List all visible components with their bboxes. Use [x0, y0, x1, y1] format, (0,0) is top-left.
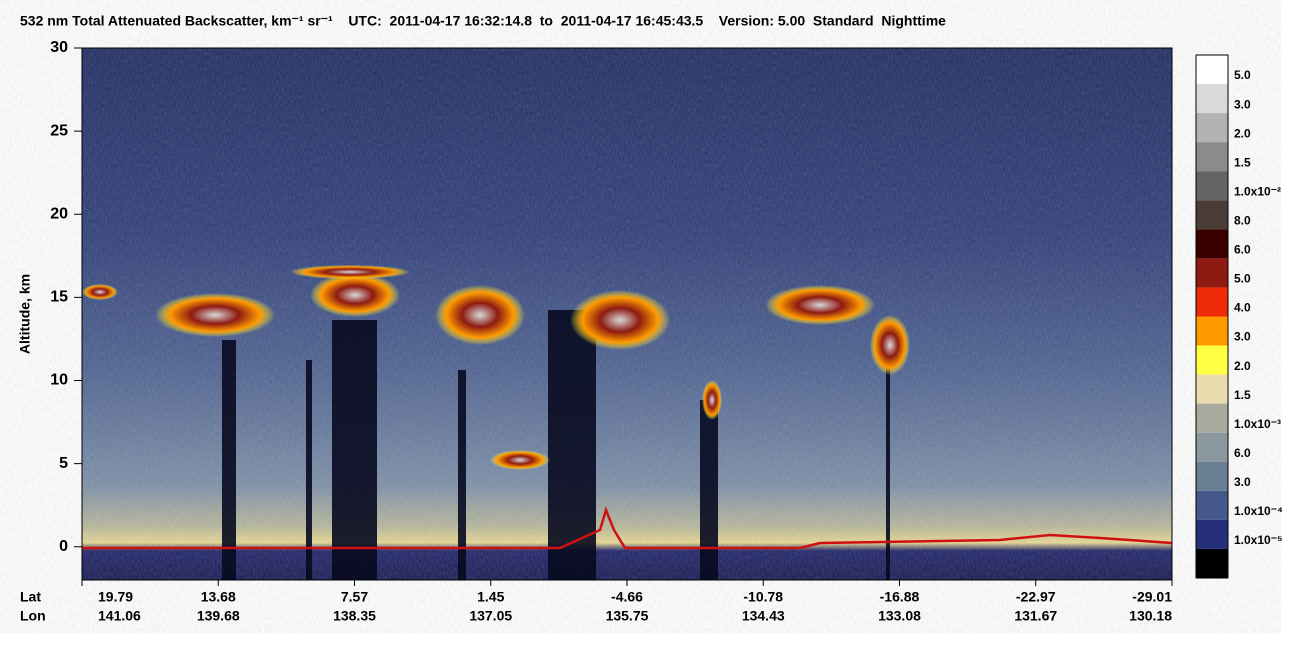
chart-title: 532 nm Total Attenuated Backscatter, km⁻… [20, 13, 946, 29]
lat-label: -22.97 [1016, 589, 1056, 605]
y-tick-label: 5 [59, 455, 68, 472]
colorbar-swatch [1196, 461, 1228, 491]
lat-label: 13.68 [201, 589, 236, 605]
lon-label: 134.43 [742, 608, 785, 624]
curtain-image [82, 48, 1173, 580]
lat-label: 19.79 [98, 589, 133, 605]
colorbar-swatch [1196, 171, 1228, 201]
colorbar-swatch [1196, 113, 1228, 143]
colorbar-label: 3.0 [1234, 475, 1251, 489]
lon-label: 130.18 [1129, 608, 1172, 624]
lon-label: 141.06 [98, 608, 141, 624]
y-tick-label: 30 [50, 39, 68, 56]
lat-label: -4.66 [611, 589, 643, 605]
colorbar-label: 2.0 [1234, 359, 1251, 373]
colorbar-label: 1.5 [1234, 155, 1251, 169]
colorbar-swatch [1196, 200, 1228, 230]
colorbar-label: 1.0x10⁻⁴ [1234, 504, 1283, 518]
y-tick-label: 10 [50, 372, 68, 389]
lat-label: 1.45 [477, 589, 504, 605]
colorbar-swatch [1196, 403, 1228, 433]
colorbar-label: 5.0 [1234, 272, 1251, 286]
y-tick-label: 20 [50, 205, 68, 222]
colorbar-label: 2.0 [1234, 126, 1251, 140]
x-row-label: Lon [20, 608, 46, 624]
colorbar: 5.0 3.0 2.0 1.5 1.0x10⁻² 8.0 6.0 5.0 4.0 3.0 2.0 1.… [1195, 54, 1283, 579]
colorbar-label: 6.0 [1234, 243, 1251, 257]
lon-label: 131.67 [1014, 608, 1057, 624]
colorbar-swatch [1196, 287, 1228, 317]
lat-label: -10.78 [743, 589, 783, 605]
colorbar-label: 5.0 [1234, 68, 1251, 82]
lon-label: 139.68 [197, 608, 240, 624]
colorbar-label: 1.0x10⁻⁵ [1234, 533, 1283, 547]
colorbar-label: 8.0 [1234, 214, 1251, 228]
lon-label: 135.75 [606, 608, 649, 624]
colorbar-swatch [1196, 519, 1228, 549]
colorbar-swatch [1196, 490, 1228, 520]
colorbar-swatch [1196, 432, 1228, 462]
lat-label: -16.88 [880, 589, 920, 605]
colorbar-swatch [1196, 84, 1228, 114]
colorbar-swatch [1196, 142, 1228, 172]
colorbar-swatch [1196, 548, 1228, 578]
lon-label: 137.05 [469, 608, 512, 624]
lat-label: -29.01 [1132, 589, 1172, 605]
colorbar-label: 1.0x10⁻³ [1234, 417, 1281, 431]
lat-label: 7.57 [341, 589, 368, 605]
colorbar-frame [1195, 54, 1229, 579]
colorbar-swatch [1196, 55, 1228, 85]
colorbar-swatch [1196, 316, 1228, 346]
lon-label: 138.35 [333, 608, 376, 624]
colorbar-label: 1.5 [1234, 388, 1251, 402]
colorbar-label: 1.0x10⁻² [1234, 184, 1281, 198]
colorbar-swatch [1196, 229, 1228, 259]
y-tick-label: 0 [59, 538, 68, 555]
colorbar-label: 4.0 [1234, 301, 1251, 315]
lon-label: 133.08 [878, 608, 921, 624]
y-axis-label: Altitude, km [17, 274, 33, 354]
colorbar-label: 3.0 [1234, 97, 1251, 111]
y-tick-label: 25 [50, 122, 68, 139]
colorbar-label: 6.0 [1234, 446, 1251, 460]
colorbar-label: 3.0 [1234, 330, 1251, 344]
colorbar-swatch [1196, 345, 1228, 375]
colorbar-swatch [1196, 258, 1228, 288]
colorbar-swatch [1196, 374, 1228, 404]
y-tick-label: 15 [50, 289, 68, 306]
x-row-label: Lat [20, 589, 41, 605]
